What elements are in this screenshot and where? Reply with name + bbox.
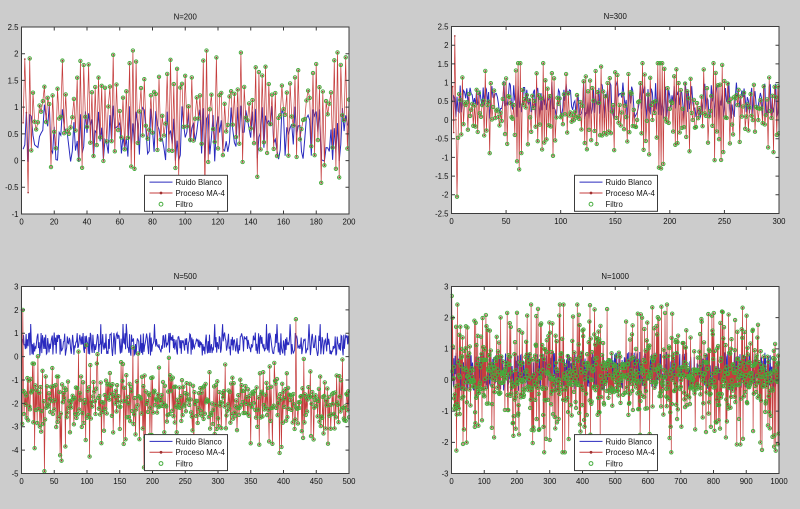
svg-text:300: 300	[772, 217, 786, 226]
svg-text:N=1000: N=1000	[601, 272, 629, 281]
svg-text:100: 100	[478, 477, 492, 486]
svg-text:2: 2	[14, 50, 18, 59]
svg-text:80: 80	[148, 218, 157, 227]
svg-text:20: 20	[50, 218, 59, 227]
svg-text:Filtro: Filtro	[606, 459, 624, 468]
svg-text:250: 250	[179, 477, 193, 486]
svg-text:900: 900	[740, 477, 754, 486]
svg-text:300: 300	[211, 477, 225, 486]
svg-text:0: 0	[444, 116, 449, 125]
svg-text:2: 2	[444, 41, 448, 50]
svg-text:Proceso MA-4: Proceso MA-4	[606, 189, 656, 198]
svg-text:600: 600	[641, 477, 655, 486]
svg-text:Filtro: Filtro	[606, 200, 624, 209]
svg-text:150: 150	[609, 217, 623, 226]
svg-text:N=200: N=200	[174, 13, 198, 22]
svg-text:0: 0	[19, 218, 24, 227]
svg-text:2.5: 2.5	[8, 23, 20, 32]
svg-text:-5: -5	[12, 469, 20, 478]
svg-text:1: 1	[444, 79, 448, 88]
svg-text:0: 0	[444, 376, 449, 385]
svg-text:-2: -2	[442, 191, 449, 200]
svg-text:-0.5: -0.5	[435, 135, 449, 144]
svg-text:700: 700	[674, 477, 688, 486]
svg-text:100: 100	[554, 217, 568, 226]
svg-text:400: 400	[576, 477, 590, 486]
svg-text:Ruido Blanco: Ruido Blanco	[176, 178, 223, 187]
svg-text:350: 350	[244, 477, 258, 486]
svg-text:400: 400	[277, 477, 291, 486]
svg-text:1000: 1000	[770, 477, 788, 486]
svg-text:Filtro: Filtro	[176, 200, 194, 209]
svg-text:0.5: 0.5	[438, 97, 450, 106]
svg-text:180: 180	[310, 218, 324, 227]
svg-text:0: 0	[19, 477, 24, 486]
svg-text:50: 50	[50, 477, 59, 486]
svg-text:200: 200	[663, 217, 677, 226]
svg-text:800: 800	[707, 477, 721, 486]
svg-text:3: 3	[444, 282, 448, 291]
svg-text:-1: -1	[442, 407, 449, 416]
svg-text:0.5: 0.5	[8, 130, 20, 139]
svg-text:1: 1	[14, 329, 18, 338]
svg-text:-2.5: -2.5	[435, 209, 449, 218]
svg-text:300: 300	[543, 477, 557, 486]
svg-text:-1: -1	[12, 210, 19, 219]
svg-text:2.5: 2.5	[438, 22, 450, 31]
svg-text:N=300: N=300	[604, 12, 628, 21]
svg-text:250: 250	[718, 217, 732, 226]
svg-text:500: 500	[342, 477, 356, 486]
svg-text:100: 100	[80, 477, 94, 486]
svg-text:200: 200	[146, 477, 160, 486]
svg-text:1: 1	[14, 103, 18, 112]
svg-text:Filtro: Filtro	[176, 459, 194, 468]
svg-text:Proceso MA-4: Proceso MA-4	[606, 448, 656, 457]
svg-text:0: 0	[14, 156, 19, 165]
svg-text:Ruido Blanco: Ruido Blanco	[176, 437, 223, 446]
svg-text:150: 150	[113, 477, 127, 486]
svg-text:-2: -2	[442, 438, 449, 447]
svg-text:3: 3	[14, 282, 18, 291]
svg-text:0: 0	[449, 217, 454, 226]
svg-text:60: 60	[115, 218, 124, 227]
svg-text:2: 2	[444, 314, 448, 323]
svg-text:450: 450	[310, 477, 324, 486]
svg-text:200: 200	[342, 218, 356, 227]
svg-text:-1: -1	[12, 376, 19, 385]
svg-text:140: 140	[244, 218, 258, 227]
svg-text:-3: -3	[12, 423, 19, 432]
svg-text:-4: -4	[12, 446, 20, 455]
svg-text:N=500: N=500	[174, 272, 198, 281]
svg-text:Ruido Blanco: Ruido Blanco	[606, 178, 653, 187]
svg-text:50: 50	[502, 217, 511, 226]
svg-text:160: 160	[277, 218, 291, 227]
svg-text:Ruido Blanco: Ruido Blanco	[606, 437, 653, 446]
svg-text:40: 40	[83, 218, 92, 227]
svg-text:-0.5: -0.5	[5, 183, 19, 192]
svg-text:Proceso MA-4: Proceso MA-4	[176, 448, 226, 457]
svg-text:120: 120	[211, 218, 225, 227]
svg-text:1.5: 1.5	[438, 60, 450, 69]
svg-text:0: 0	[449, 477, 454, 486]
svg-text:0: 0	[14, 353, 19, 362]
svg-text:1: 1	[444, 345, 448, 354]
svg-text:-1.5: -1.5	[435, 172, 449, 181]
svg-text:500: 500	[609, 477, 623, 486]
svg-text:100: 100	[179, 218, 193, 227]
svg-text:-3: -3	[442, 469, 449, 478]
svg-text:2: 2	[14, 306, 18, 315]
svg-text:-2: -2	[12, 399, 19, 408]
svg-text:200: 200	[510, 477, 524, 486]
svg-text:Proceso MA-4: Proceso MA-4	[176, 189, 226, 198]
svg-text:-1: -1	[442, 153, 449, 162]
svg-text:1.5: 1.5	[8, 76, 20, 85]
